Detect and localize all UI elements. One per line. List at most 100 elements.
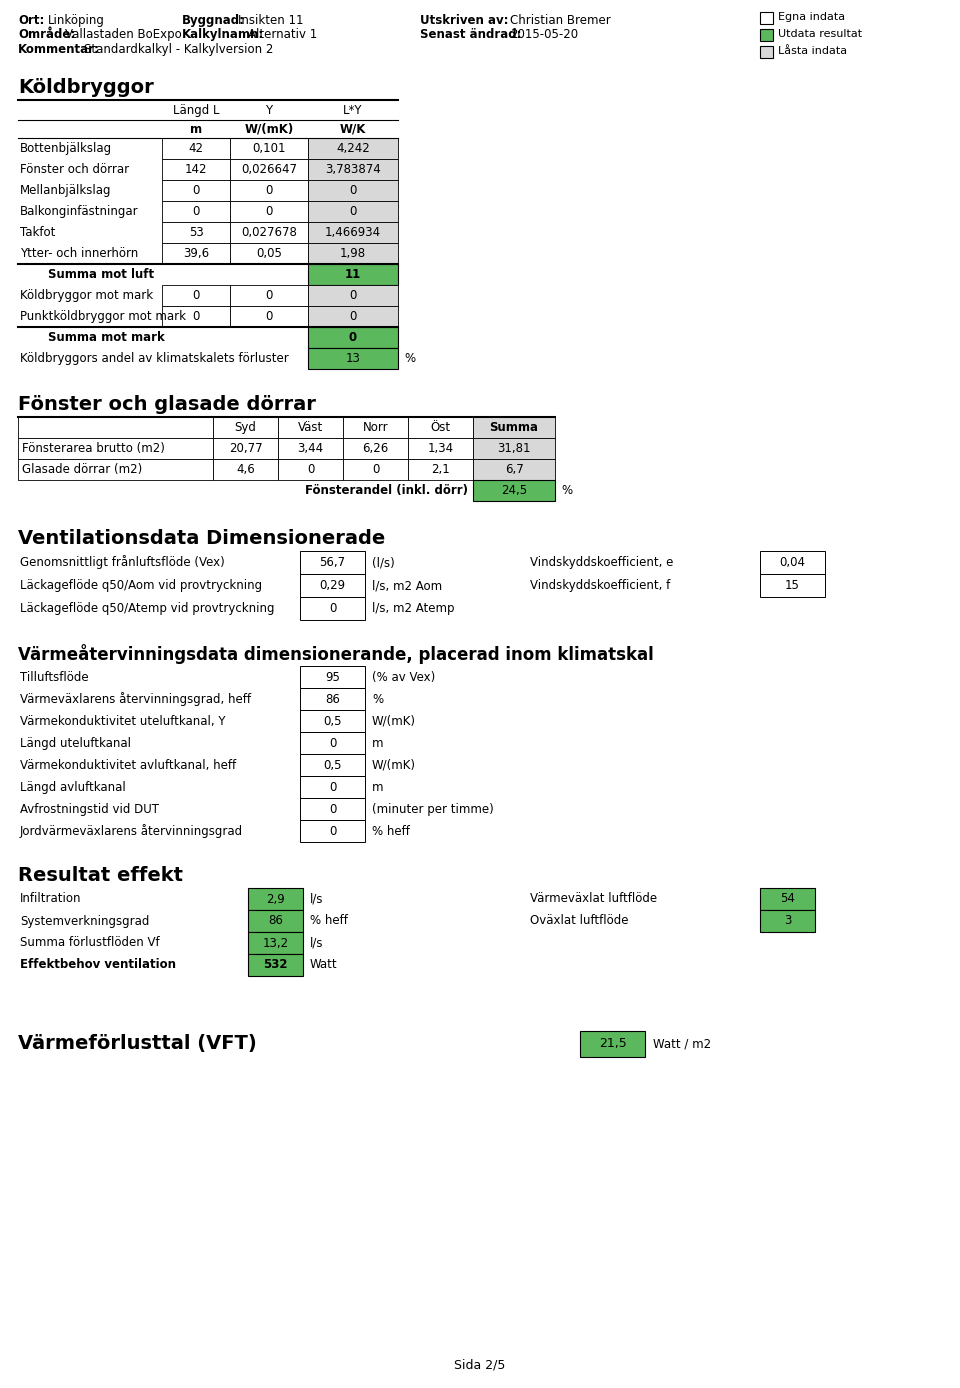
Bar: [473, 480, 555, 501]
Text: 0: 0: [265, 185, 273, 197]
Text: Syd: Syd: [234, 421, 256, 434]
Text: 13,2: 13,2: [262, 937, 289, 949]
Bar: [230, 285, 308, 305]
Text: Byggnad:: Byggnad:: [182, 14, 245, 26]
Text: Tilluftsflöde: Tilluftsflöde: [20, 670, 88, 683]
Bar: [278, 459, 343, 480]
Bar: [248, 888, 303, 911]
Text: (l/s): (l/s): [372, 557, 395, 569]
Bar: [760, 29, 773, 42]
Text: 1,98: 1,98: [340, 247, 366, 260]
Text: 0: 0: [329, 780, 336, 794]
Bar: [760, 12, 773, 24]
Bar: [248, 954, 303, 976]
Text: 0: 0: [265, 289, 273, 303]
Text: %: %: [372, 693, 383, 705]
Text: 15: 15: [785, 579, 800, 593]
Text: 86: 86: [268, 915, 283, 927]
Text: 4,242: 4,242: [336, 142, 370, 155]
Text: 11: 11: [345, 268, 361, 280]
Bar: [300, 731, 365, 754]
Text: (minuter per timme): (minuter per timme): [372, 802, 493, 816]
Text: 3,44: 3,44: [298, 441, 324, 455]
Text: Längd uteluftkanal: Längd uteluftkanal: [20, 737, 131, 750]
Text: Summa förlustflöden Vf: Summa förlustflöden Vf: [20, 937, 159, 949]
Text: l/s, m2 Atemp: l/s, m2 Atemp: [372, 602, 454, 615]
Text: Alternativ 1: Alternativ 1: [248, 28, 317, 42]
Text: Bottenbjälkslag: Bottenbjälkslag: [20, 142, 112, 155]
Bar: [18, 416, 213, 439]
Text: 39,6: 39,6: [183, 247, 209, 260]
Bar: [213, 459, 278, 480]
Bar: [760, 46, 773, 58]
Text: Balkonginfästningar: Balkonginfästningar: [20, 205, 138, 218]
Text: Kommentar:: Kommentar:: [18, 43, 100, 56]
Bar: [760, 911, 815, 931]
Text: 4,6: 4,6: [236, 464, 254, 476]
Text: 0: 0: [192, 205, 200, 218]
Text: Watt: Watt: [310, 959, 338, 972]
Text: 0,027678: 0,027678: [241, 226, 297, 239]
Text: % heff: % heff: [310, 915, 348, 927]
Text: m: m: [372, 780, 383, 794]
Bar: [308, 180, 398, 201]
Text: m: m: [372, 737, 383, 750]
Text: Takfot: Takfot: [20, 226, 56, 239]
Bar: [308, 137, 398, 160]
Text: Linköping: Linköping: [48, 14, 105, 26]
Text: 0: 0: [329, 737, 336, 750]
Text: 0: 0: [265, 310, 273, 323]
Text: 0: 0: [329, 602, 336, 615]
Bar: [300, 798, 365, 820]
Bar: [760, 575, 825, 597]
Text: L*Y: L*Y: [344, 104, 363, 117]
Bar: [343, 439, 408, 459]
Text: W/(mK): W/(mK): [245, 122, 294, 136]
Text: 6,26: 6,26: [362, 441, 389, 455]
Bar: [300, 666, 365, 688]
Bar: [300, 820, 365, 843]
Text: 0: 0: [265, 205, 273, 218]
Bar: [300, 597, 365, 620]
Bar: [300, 754, 365, 776]
Bar: [162, 285, 230, 305]
Text: Köldbryggor: Köldbryggor: [18, 78, 154, 97]
Bar: [162, 160, 230, 180]
Text: 53: 53: [188, 226, 204, 239]
Bar: [300, 551, 365, 575]
Text: Värmeväxlat luftflöde: Värmeväxlat luftflöde: [530, 892, 658, 905]
Bar: [580, 1031, 645, 1058]
Bar: [230, 201, 308, 222]
Bar: [230, 305, 308, 328]
Text: Standardkalkyl - Kalkylversion 2: Standardkalkyl - Kalkylversion 2: [84, 43, 274, 56]
Text: Infiltration: Infiltration: [20, 892, 82, 905]
Text: (% av Vex): (% av Vex): [372, 670, 435, 683]
Text: Område:: Område:: [18, 28, 75, 42]
Text: Läckageflöde q50/Aom vid provtryckning: Läckageflöde q50/Aom vid provtryckning: [20, 579, 262, 593]
Bar: [162, 180, 230, 201]
Text: 42: 42: [188, 142, 204, 155]
Bar: [213, 439, 278, 459]
Bar: [230, 222, 308, 243]
Text: 3: 3: [783, 915, 791, 927]
Text: Vindskyddskoefficient, e: Vindskyddskoefficient, e: [530, 557, 673, 569]
Text: Summa: Summa: [490, 421, 539, 434]
Text: 1,34: 1,34: [427, 441, 453, 455]
Bar: [760, 551, 825, 575]
Text: Summa mot mark: Summa mot mark: [48, 330, 165, 344]
Text: Öst: Öst: [430, 421, 450, 434]
Bar: [308, 305, 398, 328]
Text: 0,04: 0,04: [780, 557, 805, 569]
Text: Utdata resultat: Utdata resultat: [778, 29, 862, 39]
Text: 0: 0: [329, 802, 336, 816]
Bar: [408, 416, 473, 439]
Text: 6,7: 6,7: [505, 464, 523, 476]
Text: 0,05: 0,05: [256, 247, 282, 260]
Text: %: %: [561, 484, 572, 497]
Text: 0: 0: [372, 464, 379, 476]
Text: Vindskyddskoefficient, f: Vindskyddskoefficient, f: [530, 579, 670, 593]
Bar: [308, 264, 398, 285]
Text: 0: 0: [192, 185, 200, 197]
Text: Ort:: Ort:: [18, 14, 44, 26]
Bar: [300, 711, 365, 731]
